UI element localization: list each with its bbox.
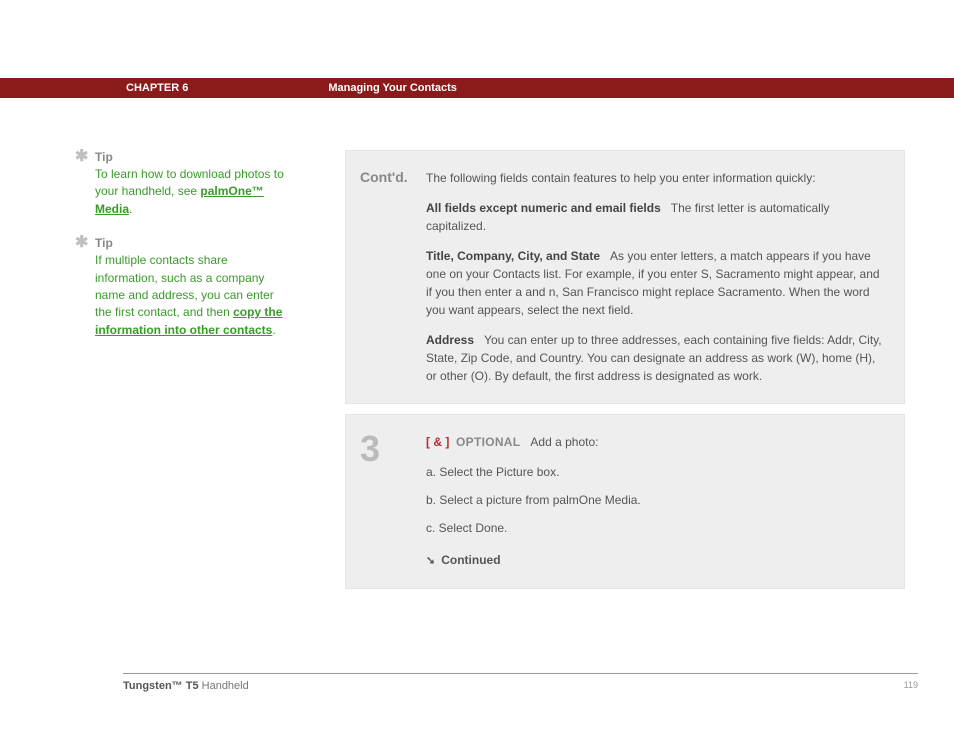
sidebar-tips: ✱ Tip To learn how to download photos to… [95, 150, 285, 357]
tip-body: To learn how to download photos to your … [95, 166, 285, 218]
substep-list: a. Select the Picture box. b. Select a p… [426, 463, 886, 537]
intro-text: The following fields contain features to… [426, 169, 886, 187]
chapter-label: CHAPTER 6 [126, 82, 188, 94]
footer-product-bold: Tungsten™ T5 [123, 680, 199, 692]
list-item: c. Select Done. [426, 519, 886, 537]
continued-label: Continued [441, 553, 500, 567]
chapter-header: CHAPTER 6 Managing Your Contacts [0, 78, 954, 98]
field-description: All fields except numeric and email fiel… [426, 199, 886, 235]
page-footer: Tungsten™ T5 Handheld 119 [123, 673, 918, 692]
field-lead: Address [426, 333, 474, 347]
arrow-down-right-icon: ➘ [426, 553, 435, 570]
tip-body: If multiple contacts share information, … [95, 252, 285, 339]
continued-indicator: ➘ Continued [426, 551, 886, 570]
tip-text-post: . [129, 202, 132, 216]
field-lead: Title, Company, City, and State [426, 249, 600, 263]
list-item: a. Select the Picture box. [426, 463, 886, 481]
tip-heading: Tip [95, 236, 113, 250]
step-box-continued: Cont'd. The following fields contain fea… [345, 150, 905, 404]
optional-label: OPTIONAL [456, 435, 520, 449]
footer-product-rest: Handheld [199, 680, 249, 692]
list-item: b. Select a picture from palmOne Media. [426, 491, 886, 509]
asterisk-icon: ✱ [75, 237, 87, 249]
step-number: 3 [360, 428, 380, 469]
footer-product: Tungsten™ T5 Handheld [123, 680, 249, 692]
step-box-3: 3 [ & ] OPTIONAL Add a photo: a. Select … [345, 414, 905, 589]
tip-text-post: . [272, 323, 275, 337]
tip-heading: Tip [95, 150, 113, 164]
optional-brackets: [ & ] [426, 435, 449, 449]
optional-tail: Add a photo: [530, 435, 598, 449]
chapter-title: Managing Your Contacts [328, 82, 457, 94]
tip-block: ✱ Tip If multiple contacts share informa… [95, 236, 285, 339]
optional-line: [ & ] OPTIONAL Add a photo: [426, 433, 886, 451]
field-description: Title, Company, City, and State As you e… [426, 247, 886, 319]
asterisk-icon: ✱ [75, 151, 87, 163]
field-description: Address You can enter up to three addres… [426, 331, 886, 385]
footer-page-number: 119 [904, 680, 918, 692]
field-body: You can enter up to three addresses, eac… [426, 333, 882, 383]
tip-block: ✱ Tip To learn how to download photos to… [95, 150, 285, 218]
step-label-continued: Cont'd. [360, 169, 408, 185]
main-content: Cont'd. The following fields contain fea… [345, 150, 905, 599]
field-lead: All fields except numeric and email fiel… [426, 201, 661, 215]
